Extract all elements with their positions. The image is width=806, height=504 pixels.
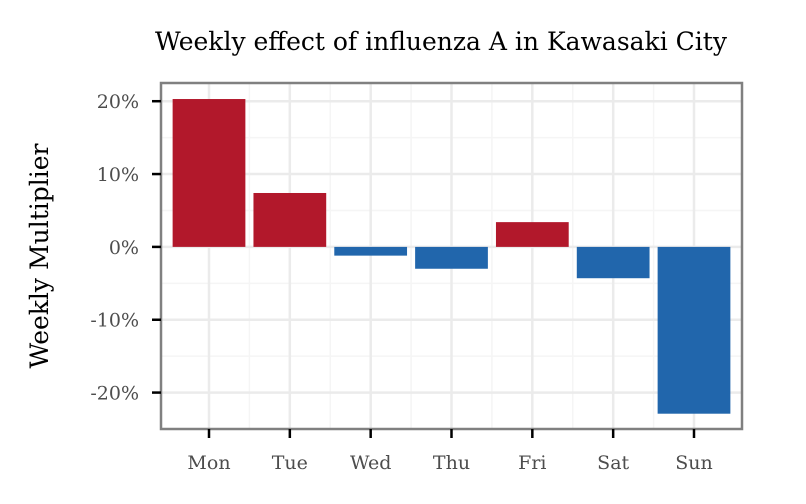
bar-sun xyxy=(657,246,731,414)
x-tick-label: Tue xyxy=(272,452,308,474)
x-tick-label: Thu xyxy=(433,452,470,474)
x-tick-label: Wed xyxy=(350,452,391,474)
bar-thu xyxy=(415,246,488,269)
y-tick-label: -20% xyxy=(90,383,139,405)
x-tick-label: Fri xyxy=(518,452,546,474)
y-axis-label: Weekly Multiplier xyxy=(25,143,54,368)
bar-wed xyxy=(334,246,408,256)
bar-fri xyxy=(495,222,569,247)
chart-title: Weekly effect of influenza A in Kawasaki… xyxy=(155,27,728,56)
x-tick-label: Mon xyxy=(187,452,230,474)
bar-mon xyxy=(172,99,246,247)
y-tick-label: 0% xyxy=(109,237,139,259)
bar-tue xyxy=(253,192,327,247)
y-tick-label: 10% xyxy=(97,164,139,186)
y-tick-label: -10% xyxy=(90,310,139,332)
x-tick-label: Sun xyxy=(675,452,713,474)
y-tick-label: 20% xyxy=(97,91,139,113)
bar-sat xyxy=(576,246,650,279)
plot-area: 20% 10% 0% -10% -20% Mon Tue Wed Thu Fri Sat Sun xyxy=(90,81,744,474)
x-tick-label: Sat xyxy=(597,452,629,474)
